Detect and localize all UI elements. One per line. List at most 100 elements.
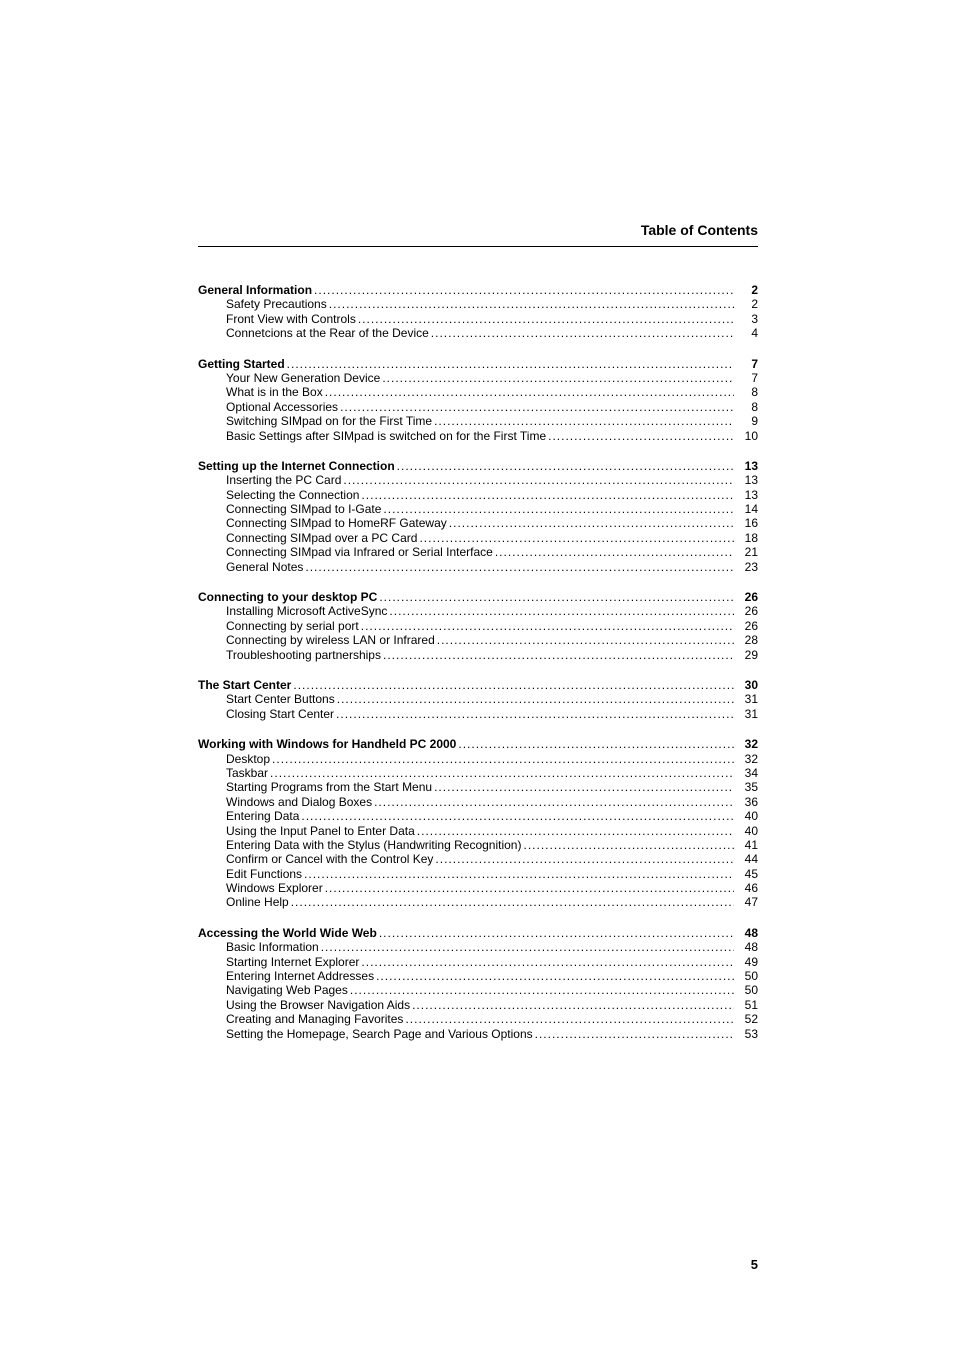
toc-item: Troubleshooting partnerships............… [198, 648, 758, 662]
toc-leader: ........................................… [321, 940, 734, 954]
toc-label: Selecting the Connection [198, 488, 359, 502]
toc-leader: ........................................… [389, 604, 734, 618]
toc-label: Your New Generation Device [198, 371, 380, 385]
toc-leader: ........................................… [304, 867, 734, 881]
toc-label: Accessing the World Wide Web [198, 926, 377, 940]
toc-item: Windows and Dialog Boxes................… [198, 795, 758, 809]
toc-item: Starting Programs from the Start Menu...… [198, 780, 758, 794]
toc-label: General Notes [198, 560, 303, 574]
toc-page: 26 [736, 604, 758, 618]
toc-item: General Notes...........................… [198, 560, 758, 574]
toc-item: Inserting the PC Card...................… [198, 473, 758, 487]
toc-label: Basic Settings after SIMpad is switched … [198, 429, 546, 443]
toc-heading: Setting up the Internet Connection .....… [198, 459, 758, 473]
toc-label: Starting Programs from the Start Menu [198, 780, 432, 794]
toc-page: 52 [736, 1012, 758, 1026]
toc-page: 51 [736, 998, 758, 1012]
toc-leader: ........................................… [350, 983, 734, 997]
toc-label: Connetcions at the Rear of the Device [198, 326, 429, 340]
toc-label: Windows Explorer [198, 881, 323, 895]
toc-leader: ........................................… [343, 473, 734, 487]
toc-heading: Connecting to your desktop PC ..........… [198, 590, 758, 604]
toc-item: Connecting SIMpad over a PC Card........… [198, 531, 758, 545]
toc-item: Setting the Homepage, Search Page and Va… [198, 1027, 758, 1041]
toc-page: 18 [736, 531, 758, 545]
toc-leader: ........................................… [419, 531, 734, 545]
toc-item: Using the Input Panel to Enter Data.....… [198, 824, 758, 838]
toc-page: 2 [736, 297, 758, 311]
toc-item: Desktop.................................… [198, 752, 758, 766]
toc-page: 4 [736, 326, 758, 340]
toc-page: 32 [736, 737, 758, 751]
toc-label: Safety Precautions [198, 297, 327, 311]
toc-label: Using the Input Panel to Enter Data [198, 824, 415, 838]
toc-item: Connecting SIMpad to I-Gate.............… [198, 502, 758, 516]
toc-label: Basic Information [198, 940, 319, 954]
toc-item: Entering Data with the Stylus (Handwriti… [198, 838, 758, 852]
toc-leader: ........................................… [358, 312, 734, 326]
toc-leader: ........................................… [449, 516, 734, 530]
toc-label: Starting Internet Explorer [198, 955, 359, 969]
toc-leader: ........................................… [336, 707, 734, 721]
toc-label: Installing Microsoft ActiveSync [198, 604, 387, 618]
toc-item: Your New Generation Device..............… [198, 371, 758, 385]
toc-page: 13 [736, 473, 758, 487]
toc-label: Entering Internet Addresses [198, 969, 374, 983]
toc-page: 26 [736, 590, 758, 604]
toc-item: Safety Precautions......................… [198, 297, 758, 311]
toc-list: General Information ....................… [198, 283, 758, 1041]
toc-leader: ........................................… [374, 795, 734, 809]
toc-item: Connetcions at the Rear of the Device...… [198, 326, 758, 340]
toc-page: 35 [736, 780, 758, 794]
toc-leader: ........................................… [405, 1012, 734, 1026]
toc-label: Navigating Web Pages [198, 983, 348, 997]
toc-item: Entering Internet Addresses.............… [198, 969, 758, 983]
toc-item: Starting Internet Explorer..............… [198, 955, 758, 969]
toc-leader: ........................................… [383, 648, 734, 662]
toc-page: 44 [736, 852, 758, 866]
toc-leader: ........................................… [379, 590, 734, 604]
toc-page: 50 [736, 969, 758, 983]
toc-label: Taskbar [198, 766, 268, 780]
toc-page: 14 [736, 502, 758, 516]
toc-page: 48 [736, 926, 758, 940]
toc-item: Connecting by wireless LAN or Infrared..… [198, 633, 758, 647]
toc-item: Optional Accessories....................… [198, 400, 758, 414]
toc-section: Working with Windows for Handheld PC 200… [198, 737, 758, 910]
toc-leader: ........................................… [325, 881, 734, 895]
toc-leader: ........................................… [337, 692, 734, 706]
toc-leader: ........................................… [431, 326, 734, 340]
toc-leader: ........................................… [412, 998, 734, 1012]
toc-page: 49 [736, 955, 758, 969]
toc-item: Using the Browser Navigation Aids.......… [198, 998, 758, 1012]
toc-page: 53 [736, 1027, 758, 1041]
toc-page: 26 [736, 619, 758, 633]
toc-page: 7 [736, 357, 758, 371]
toc-label: Setting the Homepage, Search Page and Va… [198, 1027, 533, 1041]
toc-page: 32 [736, 752, 758, 766]
toc-label: Setting up the Internet Connection [198, 459, 395, 473]
toc-label: Connecting SIMpad over a PC Card [198, 531, 417, 545]
page-title: Table of Contents [198, 222, 758, 246]
toc-leader: ........................................… [383, 502, 734, 516]
toc-label: Start Center Buttons [198, 692, 335, 706]
toc-leader: ........................................… [397, 459, 734, 473]
toc-heading: The Start Center .......................… [198, 678, 758, 692]
toc-item: Taskbar.................................… [198, 766, 758, 780]
toc-page: 2 [736, 283, 758, 297]
toc-label: Connecting SIMpad to I-Gate [198, 502, 381, 516]
toc-item: Selecting the Connection................… [198, 488, 758, 502]
toc-item: Entering Data...........................… [198, 809, 758, 823]
toc-item: Front View with Controls................… [198, 312, 758, 326]
toc-item: Navigating Web Pages....................… [198, 983, 758, 997]
toc-item: Confirm or Cancel with the Control Key..… [198, 852, 758, 866]
toc-page: 47 [736, 895, 758, 909]
toc-section: The Start Center .......................… [198, 678, 758, 721]
toc-label: Online Help [198, 895, 289, 909]
toc-item: Closing Start Center....................… [198, 707, 758, 721]
toc-page: 3 [736, 312, 758, 326]
toc-item: What is in the Box......................… [198, 385, 758, 399]
toc-leader: ........................................… [458, 737, 734, 751]
toc-leader: ........................................… [270, 766, 734, 780]
toc-label: Working with Windows for Handheld PC 200… [198, 737, 456, 751]
